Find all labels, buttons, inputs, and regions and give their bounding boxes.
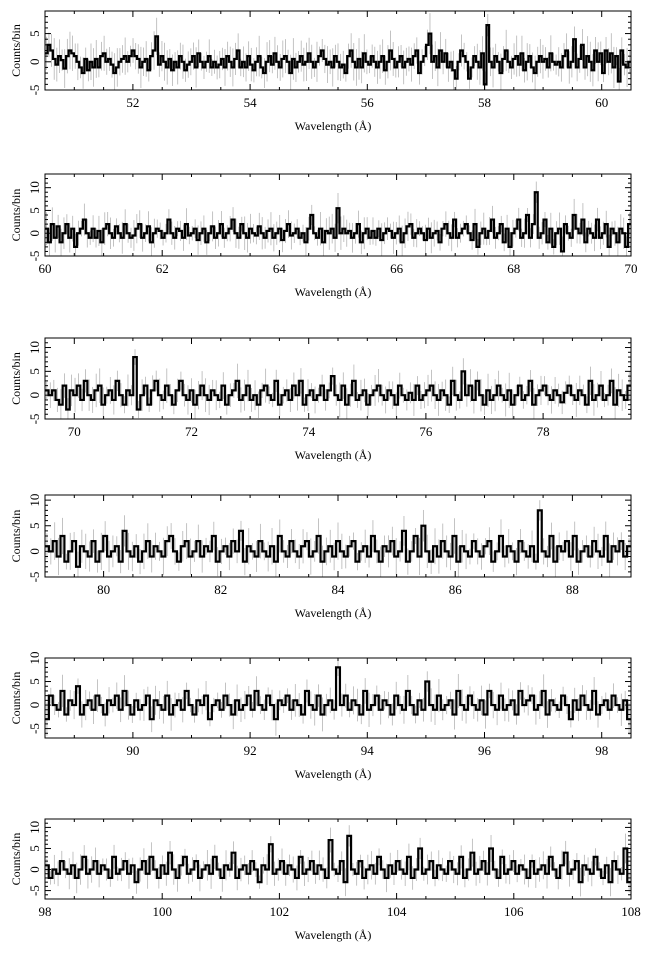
- x-axis-title: Wavelength (Å): [295, 606, 372, 620]
- y-axis-title: Counts/bin: [9, 352, 23, 405]
- x-tick-label: 70: [625, 261, 638, 276]
- y-tick-label: 10: [27, 821, 42, 834]
- spectrum-panel-2: 60 62 64 66 68 70 -5 0 5 10 Wavelength (Å) Counts/b…: [9, 173, 638, 299]
- y-axis-title: Counts/bin: [9, 833, 23, 886]
- spectrum-panel-6: 98 100 102 104 106 108 -5 0 5 10 Wavelength (Å) Cou…: [9, 818, 641, 942]
- x-tick-label: 72: [185, 424, 198, 439]
- counts-step-line: [45, 191, 631, 253]
- x-tick-label: 86: [449, 582, 463, 597]
- y-tick-label: -5: [27, 723, 42, 734]
- error-bars: [46, 825, 630, 897]
- x-tick-label: 104: [387, 904, 407, 919]
- y-tick-label: 0: [27, 548, 42, 555]
- y-tick-label: -5: [27, 885, 42, 896]
- x-tick-label: 64: [273, 261, 287, 276]
- y-tick-label: 5: [27, 845, 42, 852]
- x-tick-label: 76: [419, 424, 433, 439]
- y-tick-label: 10: [27, 652, 42, 665]
- y-tick-label: 10: [27, 494, 42, 507]
- y-tick-label: 0: [27, 392, 42, 399]
- y-tick-label: -5: [27, 85, 42, 96]
- x-tick-label: 92: [244, 743, 257, 758]
- y-tick-label: 5: [27, 678, 42, 685]
- y-axis-title: Counts/bin: [9, 24, 23, 77]
- x-axis-title: Wavelength (Å): [295, 767, 372, 781]
- x-tick-label: 70: [68, 424, 81, 439]
- series-group: [45, 834, 631, 884]
- x-tick-label: 58: [478, 95, 491, 110]
- x-tick-label: 84: [332, 582, 346, 597]
- x-tick-label: 82: [214, 582, 227, 597]
- x-tick-label: 106: [504, 904, 524, 919]
- y-tick-label: 5: [27, 368, 42, 375]
- x-tick-label: 52: [126, 95, 139, 110]
- y-tick-label: 10: [27, 341, 42, 354]
- series-group: [45, 24, 631, 86]
- y-tick-label: 0: [27, 59, 42, 66]
- x-tick-label: 108: [621, 904, 641, 919]
- x-tick-label: 62: [156, 261, 169, 276]
- x-tick-label: 100: [152, 904, 172, 919]
- counts-step-line: [45, 355, 631, 411]
- y-tick-label: -5: [27, 414, 42, 425]
- series-group: [45, 355, 631, 411]
- x-tick-label: 60: [595, 95, 608, 110]
- x-tick-label: 96: [478, 743, 492, 758]
- x-tick-label: 60: [39, 261, 52, 276]
- counts-step-line: [45, 509, 631, 568]
- y-tick-label: 0: [27, 866, 42, 873]
- y-tick-label: 5: [27, 207, 42, 214]
- series-group: [45, 191, 631, 253]
- x-axis-title: Wavelength (Å): [295, 448, 372, 462]
- y-tick-label: -5: [27, 251, 42, 262]
- x-tick-label: 90: [126, 743, 139, 758]
- spectrum-panel-5: 90 92 94 96 98 -5 0 5 10 Wavelength (Å) Counts/bin: [9, 652, 632, 781]
- y-tick-label: 10: [27, 181, 42, 194]
- x-tick-label: 98: [595, 743, 608, 758]
- x-tick-label: 54: [244, 95, 258, 110]
- x-tick-label: 80: [97, 582, 110, 597]
- series-group: [45, 509, 631, 568]
- x-tick-label: 68: [507, 261, 520, 276]
- x-axis-title: Wavelength (Å): [295, 285, 372, 299]
- counts-step-line: [45, 24, 631, 86]
- y-axis-title: Counts/bin: [9, 510, 23, 563]
- counts-step-line: [45, 834, 631, 884]
- y-axis-title: Counts/bin: [9, 189, 23, 242]
- x-tick-label: 94: [361, 743, 375, 758]
- y-tick-label: 0: [27, 230, 42, 237]
- x-tick-label: 74: [302, 424, 316, 439]
- x-tick-label: 78: [537, 424, 550, 439]
- x-axis-title: Wavelength (Å): [295, 928, 372, 942]
- y-tick-label: 5: [27, 30, 42, 37]
- series-group: [45, 666, 631, 721]
- x-tick-label: 56: [361, 95, 375, 110]
- spectrum-panel-4: 80 82 84 86 88 -5 0 5 10 Wavelength (Å) Counts/bin: [9, 494, 632, 620]
- x-tick-label: 98: [39, 904, 52, 919]
- y-tick-label: 0: [27, 702, 42, 709]
- spectrum-panel-3: 70 72 74 76 78 -5 0 5 10 Wavelength (Å) Counts/bin: [9, 337, 632, 462]
- y-tick-label: -5: [27, 572, 42, 583]
- counts-step-line: [45, 666, 631, 721]
- y-axis-title: Counts/bin: [9, 672, 23, 725]
- spectrum-panel-1: 52 54 56 58 60 -5 0 5 Wavelength (Å) Counts/bin: [9, 10, 632, 133]
- x-axis-title: Wavelength (Å): [295, 119, 372, 133]
- x-tick-label: 88: [566, 582, 579, 597]
- x-tick-label: 66: [390, 261, 404, 276]
- x-tick-label: 102: [270, 904, 290, 919]
- y-tick-label: 5: [27, 523, 42, 530]
